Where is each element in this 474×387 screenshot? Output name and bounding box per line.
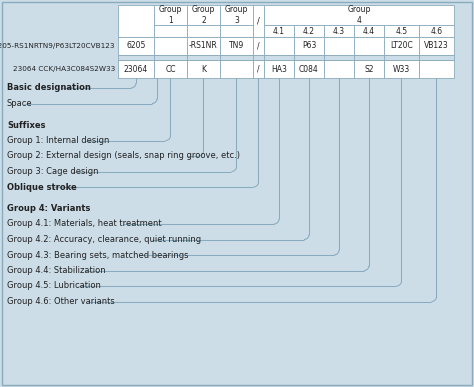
Bar [419, 37, 454, 55]
Bar [154, 25, 187, 37]
Text: -RS1NR: -RS1NR [189, 41, 218, 50]
Text: S2: S2 [364, 65, 374, 74]
Bar [264, 5, 454, 25]
Text: C084: C084 [299, 65, 319, 74]
Text: Group 2: External design (seals, snap ring groove, etc.): Group 2: External design (seals, snap ri… [7, 151, 240, 161]
Bar [294, 55, 324, 60]
Bar [118, 5, 154, 37]
Bar [419, 60, 454, 78]
Text: Group 4.1: Materials, heat treatment: Group 4.1: Materials, heat treatment [7, 219, 162, 228]
Text: Group 4.6: Other variants: Group 4.6: Other variants [7, 297, 115, 306]
Bar [220, 5, 253, 25]
Bar [118, 37, 154, 55]
Bar [264, 60, 294, 78]
Text: 6205: 6205 [126, 41, 146, 50]
Text: Group 4.4: Stabilization: Group 4.4: Stabilization [7, 266, 106, 275]
Bar [253, 55, 264, 60]
Text: /: / [257, 17, 260, 26]
Text: LT20C: LT20C [390, 41, 413, 50]
Text: Suffixes: Suffixes [7, 120, 46, 130]
Bar [384, 55, 419, 60]
Bar [154, 5, 187, 25]
Text: Group
4: Group 4 [347, 5, 371, 25]
Text: CC: CC [165, 65, 176, 74]
Text: Group 4.3: Bearing sets, matched bearings: Group 4.3: Bearing sets, matched bearing… [7, 250, 189, 260]
Text: P63: P63 [302, 41, 316, 50]
Bar [324, 55, 354, 60]
Text: 4.3: 4.3 [333, 26, 345, 36]
Bar [294, 37, 324, 55]
Bar [187, 37, 220, 55]
Bar [187, 60, 220, 78]
Bar [384, 25, 419, 37]
Bar [220, 55, 253, 60]
Text: Group
2: Group 2 [192, 5, 215, 25]
Bar [253, 60, 264, 78]
Text: Group
3: Group 3 [225, 5, 248, 25]
Bar [253, 5, 264, 37]
Text: 23064: 23064 [124, 65, 148, 74]
Bar [264, 25, 294, 37]
Bar [154, 55, 187, 60]
Text: Basic designation: Basic designation [7, 84, 91, 92]
Bar [253, 37, 264, 55]
Text: HA3: HA3 [271, 65, 287, 74]
Bar [324, 60, 354, 78]
Bar [294, 60, 324, 78]
Text: Group
1: Group 1 [159, 5, 182, 25]
Text: Oblique stroke: Oblique stroke [7, 183, 77, 192]
Bar [354, 37, 384, 55]
Text: TN9: TN9 [229, 41, 244, 50]
Text: Group 1: Internal design: Group 1: Internal design [7, 136, 109, 145]
Bar [264, 55, 294, 60]
Text: K: K [201, 65, 206, 74]
Bar [419, 55, 454, 60]
Text: VB123: VB123 [424, 41, 449, 50]
Bar [294, 25, 324, 37]
Bar [118, 55, 154, 60]
Text: W33: W33 [393, 65, 410, 74]
Bar [384, 37, 419, 55]
Text: Group 4.5: Lubrication: Group 4.5: Lubrication [7, 281, 101, 291]
Bar [187, 5, 220, 25]
Bar [324, 25, 354, 37]
Bar [154, 37, 187, 55]
Text: Group 4.2: Accuracy, clearance, quiet running: Group 4.2: Accuracy, clearance, quiet ru… [7, 235, 201, 244]
Text: Group 4: Variants: Group 4: Variants [7, 204, 91, 213]
Bar [187, 25, 220, 37]
Text: /: / [257, 65, 260, 74]
Bar [354, 55, 384, 60]
Bar [354, 25, 384, 37]
Text: 4.5: 4.5 [395, 26, 408, 36]
Bar [220, 60, 253, 78]
Text: Space: Space [7, 99, 33, 108]
Text: 4.4: 4.4 [363, 26, 375, 36]
Bar [419, 25, 454, 37]
Text: 4.6: 4.6 [430, 26, 443, 36]
Bar [187, 55, 220, 60]
Bar [220, 25, 253, 37]
Bar [324, 37, 354, 55]
Text: 4.1: 4.1 [273, 26, 285, 36]
Text: 6205-RS1NRTN9/P63LT20CVB123: 6205-RS1NRTN9/P63LT20CVB123 [0, 43, 115, 49]
Text: Group 3: Cage design: Group 3: Cage design [7, 167, 99, 176]
Text: 4.2: 4.2 [303, 26, 315, 36]
Text: 23064 CCK/HA3C084S2W33: 23064 CCK/HA3C084S2W33 [13, 66, 115, 72]
Bar [154, 60, 187, 78]
Bar [264, 37, 294, 55]
Bar [220, 37, 253, 55]
Bar [354, 60, 384, 78]
Text: /: / [257, 41, 260, 50]
Bar [118, 60, 154, 78]
Bar [384, 60, 419, 78]
